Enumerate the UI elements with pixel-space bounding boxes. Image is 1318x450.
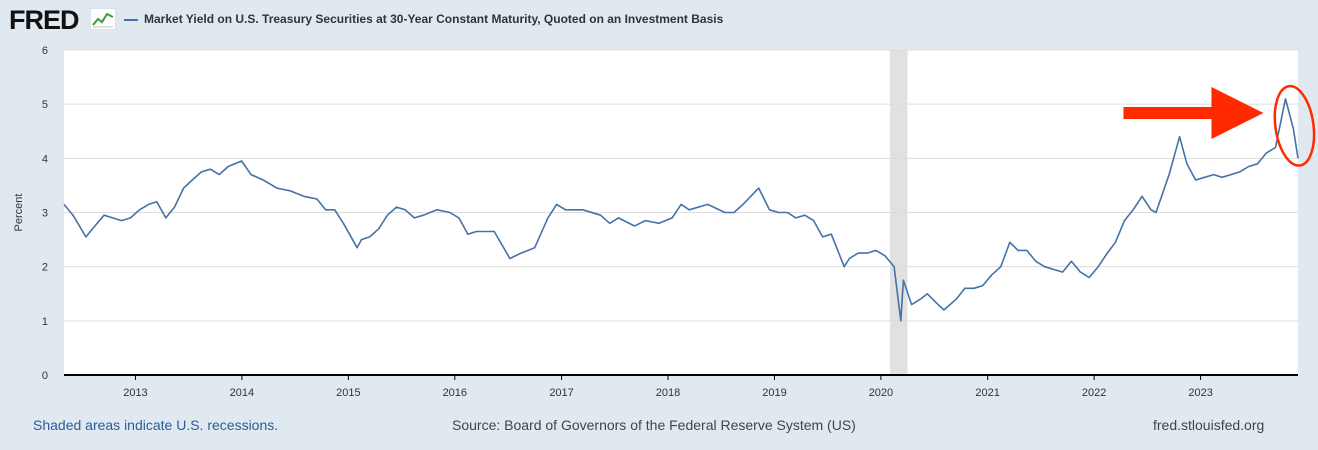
y-tick-label: 2	[42, 262, 48, 274]
x-tick-label: 2021	[975, 387, 999, 399]
y-tick-label: 6	[42, 45, 48, 57]
annotation-arrow	[1123, 87, 1264, 139]
x-tick-label: 2018	[656, 387, 680, 399]
x-tick-label: 2020	[869, 387, 893, 399]
legend-swatch	[124, 19, 138, 21]
x-tick-label: 2017	[549, 387, 573, 399]
x-tick-label: 2016	[443, 387, 467, 399]
site-link[interactable]: fred.stlouisfed.org	[1153, 417, 1265, 433]
x-tick-label: 2015	[336, 387, 360, 399]
fred-logo[interactable]: FRED	[9, 5, 79, 35]
x-tick-label: 2023	[1188, 387, 1212, 399]
chart-header: FRED Market Yield on U.S. Treasury Secur…	[0, 0, 1318, 40]
chart-area: 0 1 2 3 4 5 6 Percent 2013 2014 2015 2016 2017 2018 2…	[13, 45, 1316, 399]
y-tick-label: 4	[42, 153, 48, 165]
y-tick-label: 3	[42, 208, 48, 220]
x-tick-label: 2014	[230, 387, 254, 399]
y-tick-label: 0	[42, 370, 48, 382]
x-tick-label: 2013	[123, 387, 147, 399]
line-chart-icon	[90, 8, 116, 30]
source-note: Source: Board of Governors of the Federa…	[452, 417, 856, 433]
y-tick-label: 5	[42, 99, 48, 111]
annotation-circle	[1273, 84, 1316, 167]
y-axis-title: Percent	[13, 194, 25, 232]
recession-note-link[interactable]: Shaded areas indicate U.S. recessions.	[33, 417, 279, 433]
y-tick-label: 1	[42, 316, 48, 328]
series-line[interactable]	[63, 97, 1299, 322]
x-tick-label: 2019	[762, 387, 786, 399]
legend-series-title[interactable]: Market Yield on U.S. Treasury Securities…	[144, 12, 724, 26]
x-tick-label: 2022	[1082, 387, 1106, 399]
